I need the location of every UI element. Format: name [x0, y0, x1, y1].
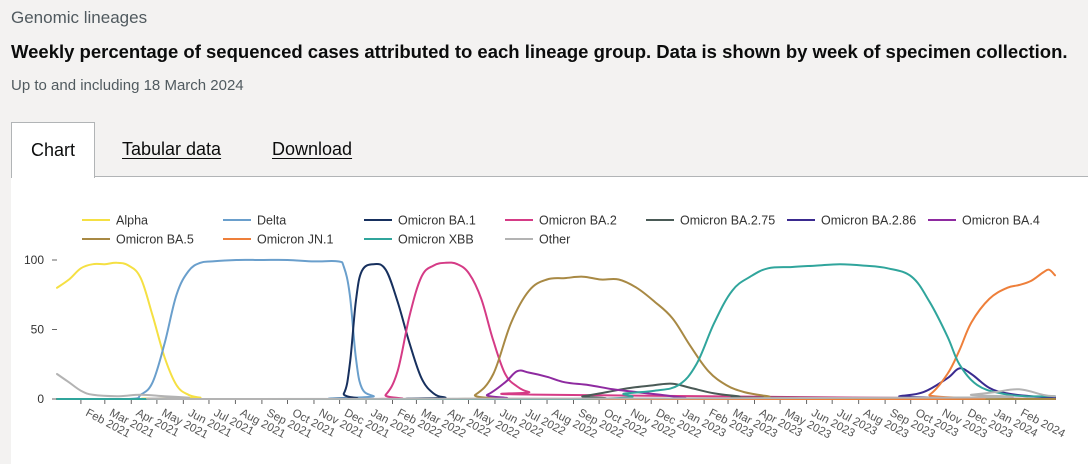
- y-axis: 0 50 100: [24, 253, 57, 406]
- legend-label-other: Other: [539, 233, 570, 247]
- tab-download[interactable]: Download: [272, 122, 352, 176]
- legend-item-omicron-xbb[interactable]: Omicron XBB: [364, 233, 474, 247]
- legend-item-omicron-jn-1[interactable]: Omicron JN.1: [223, 233, 333, 247]
- legend-item-omicron-ba-2-86[interactable]: Omicron BA.2.86: [787, 214, 916, 228]
- legend-label-omicron-jn-1: Omicron JN.1: [257, 233, 333, 247]
- legend-item-omicron-ba-5[interactable]: Omicron BA.5: [82, 233, 194, 247]
- y-tick-label-50: 50: [31, 323, 45, 337]
- legend-item-omicron-ba-1[interactable]: Omicron BA.1: [364, 214, 476, 228]
- legend-item-alpha[interactable]: Alpha: [82, 214, 148, 228]
- y-tick-label-100: 100: [24, 253, 44, 267]
- series-line-omicron-ba-5: [56, 275, 1056, 400]
- legend-label-omicron-ba-2: Omicron BA.2: [539, 214, 617, 228]
- legend-label-omicron-ba-5: Omicron BA.5: [116, 233, 194, 247]
- series-line-omicron-xbb: [56, 263, 1056, 401]
- chart-legend: Alpha Delta Omicron BA.1 Omicron BA.2 Omicro…: [82, 214, 1040, 247]
- y-tick-label-0: 0: [37, 392, 44, 406]
- legend-item-other[interactable]: Other: [505, 233, 570, 247]
- legend-item-omicron-ba-4[interactable]: Omicron BA.4: [928, 214, 1040, 228]
- tab-tabular-data-label[interactable]: Tabular data: [122, 139, 222, 159]
- legend-label-delta: Delta: [257, 214, 286, 228]
- section-title: Genomic lineages: [11, 8, 148, 27]
- data-date-caption: Up to and including 18 March 2024: [11, 77, 244, 94]
- series-line-omicron-ba-2: [56, 261, 1056, 401]
- tab-chart-label: Chart: [30, 140, 75, 160]
- legend-item-omicron-ba-2[interactable]: Omicron BA.2: [505, 214, 617, 228]
- lineage-line-chart: Alpha Delta Omicron BA.1 Omicron BA.2 Omicro…: [24, 214, 1067, 442]
- tab-download-label[interactable]: Download: [272, 139, 353, 159]
- page-title: Weekly percentage of sequenced cases att…: [11, 41, 1068, 62]
- legend-label-alpha: Alpha: [116, 214, 148, 228]
- tab-tabular-data[interactable]: Tabular data: [122, 122, 221, 176]
- legend-label-omicron-xbb: Omicron XBB: [398, 233, 474, 247]
- legend-label-omicron-ba-4: Omicron BA.4: [962, 214, 1040, 228]
- series-line-other: [56, 373, 1056, 400]
- legend-item-omicron-ba-2-75[interactable]: Omicron BA.2.75: [646, 214, 775, 228]
- series-line-alpha: [56, 261, 1056, 401]
- legend-label-omicron-ba-2-75: Omicron BA.2.75: [680, 214, 775, 228]
- legend-label-omicron-ba-2-86: Omicron BA.2.86: [821, 214, 916, 228]
- legend-label-omicron-ba-1: Omicron BA.1: [398, 214, 476, 228]
- series-line-delta: [56, 258, 1056, 401]
- series-lines: [56, 258, 1056, 401]
- tab-chart[interactable]: Chart: [11, 122, 95, 178]
- chart-panel: [11, 176, 1088, 464]
- legend-item-delta[interactable]: Delta: [223, 214, 286, 228]
